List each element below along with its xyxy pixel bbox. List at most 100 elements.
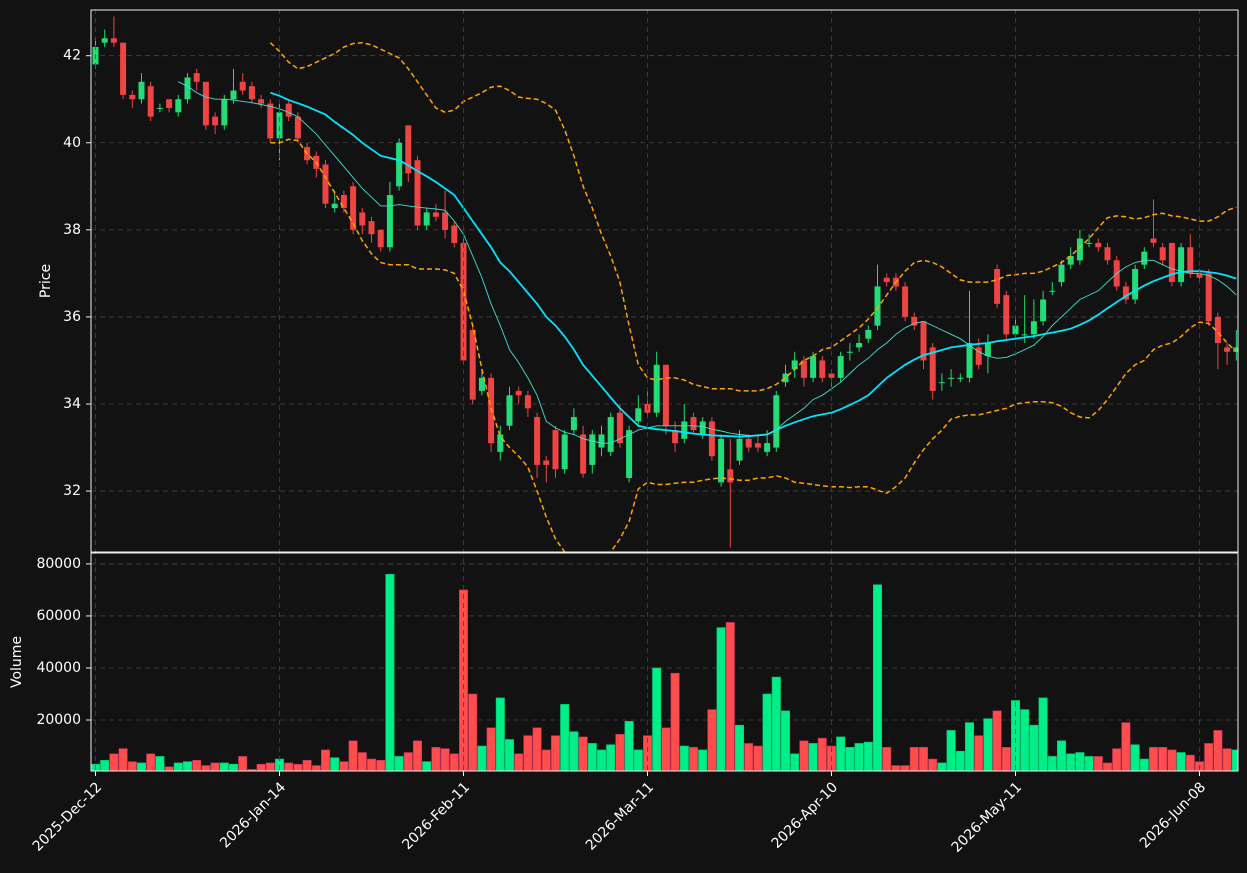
volume-bar — [596, 749, 606, 771]
volume-bar — [845, 747, 855, 771]
y-tick-label: 38 — [63, 222, 81, 238]
volume-bar — [550, 735, 560, 771]
indicator-line — [269, 41, 1237, 392]
volume-bar — [734, 724, 744, 771]
candle-body — [1049, 290, 1056, 292]
candle-body — [791, 360, 798, 370]
candle-body — [110, 38, 117, 43]
candle-body — [423, 212, 430, 226]
candle-body — [442, 212, 449, 230]
volume-bar — [1029, 724, 1039, 771]
volume-bar — [293, 763, 303, 771]
candle-body — [359, 212, 366, 226]
volume-bar — [523, 735, 533, 771]
candle-body — [626, 430, 633, 478]
volume-bar — [918, 747, 928, 771]
candle-body — [340, 195, 347, 209]
volume-bar — [403, 752, 413, 771]
y-tick-label: 80000 — [36, 556, 81, 572]
volume-bar — [679, 745, 689, 771]
volume-bar — [1075, 752, 1085, 771]
volume-bar — [173, 762, 183, 771]
candle-body — [1076, 238, 1083, 261]
volume-bar — [780, 710, 790, 771]
volume-bar — [882, 747, 892, 771]
candle-body — [764, 443, 771, 452]
volume-bar — [661, 727, 671, 771]
volume-bar — [1010, 700, 1020, 771]
candle-body — [800, 360, 807, 378]
candle-body — [1132, 269, 1139, 300]
volume-bar — [284, 762, 294, 771]
volume-bar — [1066, 753, 1076, 771]
volume-bar — [183, 761, 193, 771]
candle-body — [1122, 286, 1129, 300]
volume-bar — [983, 718, 993, 771]
price-plot — [91, 10, 1238, 552]
candle-body — [469, 329, 476, 400]
volume-bar — [900, 765, 910, 771]
volume-bar — [256, 763, 266, 771]
candle-body — [543, 460, 550, 465]
candle-body — [865, 329, 872, 339]
volume-bar — [376, 760, 386, 771]
candle-body — [616, 412, 623, 444]
volume-bar — [394, 756, 404, 771]
candle-body — [120, 42, 127, 95]
candle-body — [1168, 242, 1175, 283]
volume-bar — [955, 750, 965, 771]
y-tick-label: 32 — [63, 483, 81, 499]
candle-body — [138, 81, 145, 100]
candle-body — [515, 390, 522, 396]
candle-body — [497, 434, 504, 452]
volume-bar — [339, 761, 349, 771]
volume-bar — [698, 749, 708, 771]
volume-bar — [302, 760, 312, 771]
volume-bar — [790, 753, 800, 771]
candle-body — [938, 382, 945, 384]
candle-body — [1030, 321, 1037, 335]
volume-bar — [422, 761, 432, 771]
y-axis-title: Volume — [9, 636, 25, 688]
candle-body — [414, 160, 421, 226]
volume-bar — [118, 748, 128, 771]
x-tick-label: 2026-Jan-14 — [217, 779, 289, 851]
candle-body — [524, 395, 531, 409]
volume-bar — [210, 762, 220, 771]
candle-body — [745, 438, 752, 448]
volume-bar — [247, 769, 257, 771]
volume-bar — [155, 756, 165, 771]
volume-bar — [514, 753, 524, 771]
candle-body — [350, 186, 357, 230]
candle-body — [451, 225, 458, 243]
candle-body — [1205, 273, 1212, 322]
candle-body — [561, 434, 568, 470]
volume-bar — [146, 753, 156, 771]
candle-body — [184, 77, 191, 100]
candle-body — [331, 203, 338, 209]
candle-body — [1224, 347, 1231, 352]
y-tick-label: 60000 — [36, 608, 81, 624]
volume-bar — [504, 739, 514, 771]
candle-body — [1067, 255, 1074, 265]
candle-body — [727, 469, 734, 483]
candle-body — [984, 343, 991, 357]
candle-body — [147, 86, 154, 117]
volume-bar — [164, 766, 174, 771]
volume-bar — [320, 749, 330, 771]
candle-body — [672, 430, 679, 444]
volume-bar — [587, 743, 597, 771]
volume-bar — [541, 749, 551, 771]
y-tick-label: 40 — [63, 135, 81, 151]
candle-body — [432, 212, 439, 217]
candle-body — [754, 443, 761, 448]
volume-bar — [348, 740, 358, 771]
volume-bar — [863, 741, 873, 771]
volume-bar — [330, 757, 340, 771]
volume-bar — [366, 758, 376, 771]
volume-bar — [127, 761, 137, 771]
candle-body — [230, 90, 237, 100]
candle-body — [1003, 295, 1010, 335]
candle-body — [1021, 334, 1028, 336]
